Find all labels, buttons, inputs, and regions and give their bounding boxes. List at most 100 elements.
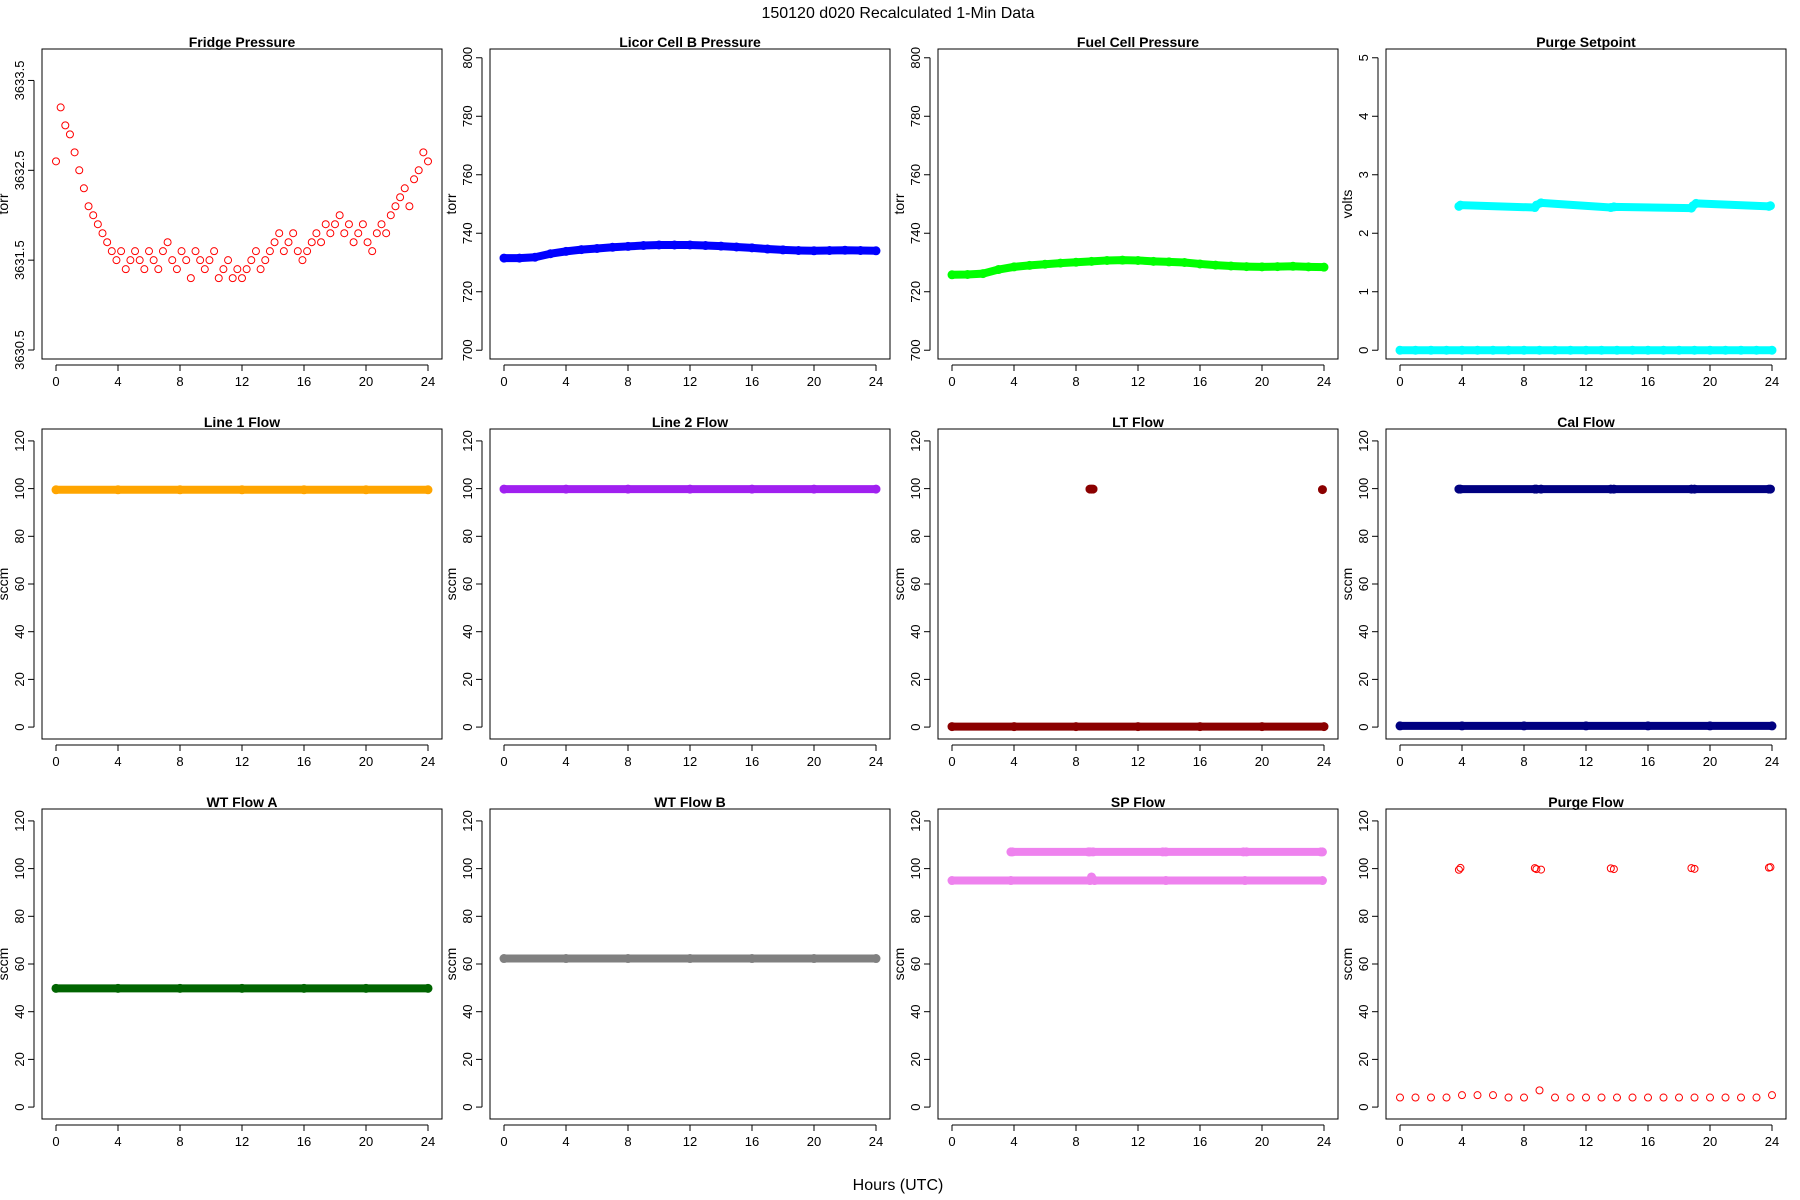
data-point bbox=[1609, 865, 1618, 874]
x-tick-label: 16 bbox=[745, 1134, 759, 1149]
y-tick-label: 80 bbox=[1356, 909, 1371, 923]
y-tick-label: 0 bbox=[1356, 347, 1371, 354]
data-point bbox=[1582, 1093, 1590, 1102]
y-tick-label: 60 bbox=[1356, 957, 1371, 971]
plot-frame bbox=[1385, 808, 1787, 1120]
data-point bbox=[52, 157, 60, 166]
data-point bbox=[65, 130, 74, 139]
x-tick-label: 8 bbox=[1520, 754, 1527, 769]
y-tick-label: 20 bbox=[908, 672, 923, 686]
y-axis-label: torr bbox=[891, 193, 907, 214]
y-tick-label: 60 bbox=[460, 957, 475, 971]
data-point bbox=[145, 247, 153, 256]
y-tick-label: 60 bbox=[12, 957, 27, 971]
data-point bbox=[1504, 1093, 1513, 1102]
y-tick-label: 120 bbox=[908, 810, 923, 832]
x-tick-label: 8 bbox=[1520, 1134, 1527, 1149]
plot-frame bbox=[489, 48, 891, 360]
y-tick-label: 720 bbox=[460, 281, 475, 303]
y-tick-label: 0 bbox=[460, 1103, 475, 1110]
y-tick-label: 760 bbox=[908, 164, 923, 186]
x-tick-label: 24 bbox=[1317, 1134, 1331, 1149]
y-tick-label: 60 bbox=[12, 577, 27, 591]
data-point bbox=[1597, 1093, 1606, 1102]
x-tick-label: 24 bbox=[869, 1134, 883, 1149]
y-tick-label: 120 bbox=[12, 810, 27, 832]
y-tick-label: 20 bbox=[1356, 1052, 1371, 1066]
x-tick-label: 20 bbox=[359, 1134, 373, 1149]
data-series bbox=[1395, 484, 1777, 731]
y-tick-label: 80 bbox=[1356, 529, 1371, 543]
x-tick-label: 12 bbox=[235, 374, 249, 389]
x-tick-label: 8 bbox=[1072, 1134, 1079, 1149]
data-point bbox=[219, 265, 228, 274]
x-tick-label: 4 bbox=[562, 374, 569, 389]
data-point bbox=[293, 247, 302, 256]
y-tick-label: 760 bbox=[460, 164, 475, 186]
y-tick-label: 0 bbox=[1356, 723, 1371, 730]
y-tick-label: 80 bbox=[908, 909, 923, 923]
y-axis-label: sccm bbox=[443, 948, 459, 981]
x-tick-label: 24 bbox=[421, 374, 435, 389]
data-line bbox=[500, 240, 880, 263]
y-tick-label: 80 bbox=[460, 529, 475, 543]
y-tick-label: 720 bbox=[908, 281, 923, 303]
x-tick-label: 8 bbox=[176, 754, 183, 769]
data-point bbox=[117, 247, 126, 256]
x-tick-label: 24 bbox=[869, 754, 883, 769]
panel-fridge-pressure: Fridge Pressure 0 4 8 12 16 20 24 3630.5 3631.5 36… bbox=[0, 34, 443, 389]
y-axis-label: sccm bbox=[1339, 568, 1355, 601]
data-point bbox=[1706, 1093, 1714, 1102]
plot-frame bbox=[41, 808, 443, 1120]
data-point bbox=[1456, 863, 1465, 872]
data-point bbox=[251, 247, 260, 256]
panel-purge-flow: Purge Flow 0 4 8 12 16 20 24 0 20 40 60 80 100 120 sccm bbox=[1339, 794, 1787, 1149]
data-point bbox=[284, 238, 293, 247]
data-line bbox=[948, 256, 1328, 279]
x-tick-label: 0 bbox=[1396, 1134, 1403, 1149]
data-point bbox=[56, 103, 65, 112]
data-point bbox=[1768, 1091, 1776, 1100]
y-tick-label: 740 bbox=[908, 222, 923, 244]
data-point bbox=[154, 265, 163, 274]
data-point bbox=[382, 229, 391, 238]
y-axis-label: sccm bbox=[0, 568, 11, 601]
panel-licor-cell-b-pressure: Licor Cell B Pressure 0 4 8 12 16 20 24 700 720 74… bbox=[443, 34, 891, 389]
y-tick-label: 20 bbox=[1356, 672, 1371, 686]
data-point bbox=[372, 229, 381, 238]
x-tick-label: 8 bbox=[624, 754, 631, 769]
y-tick-label: 100 bbox=[1356, 858, 1371, 880]
y-axis-label: volts bbox=[1339, 190, 1355, 219]
x-tick-label: 12 bbox=[1131, 754, 1145, 769]
data-point bbox=[335, 211, 344, 220]
x-tick-label: 16 bbox=[1641, 1134, 1655, 1149]
data-point bbox=[298, 256, 307, 265]
panel-title: Line 2 Flow bbox=[652, 414, 728, 430]
x-tick-label: 12 bbox=[1579, 754, 1593, 769]
x-tick-label: 20 bbox=[807, 754, 821, 769]
x-tick-label: 16 bbox=[745, 374, 759, 389]
x-tick-label: 20 bbox=[1703, 1134, 1717, 1149]
x-tick-label: 0 bbox=[52, 754, 59, 769]
data-point bbox=[354, 229, 363, 238]
y-axis-label: torr bbox=[0, 193, 11, 214]
y-tick-label: 800 bbox=[460, 47, 475, 69]
data-point bbox=[61, 121, 70, 130]
data-point bbox=[261, 256, 270, 265]
x-tick-label: 24 bbox=[421, 754, 435, 769]
data-point bbox=[1411, 1093, 1420, 1102]
data-point bbox=[1442, 1093, 1451, 1102]
x-tick-label: 16 bbox=[1641, 374, 1655, 389]
y-tick-label: 4 bbox=[1356, 113, 1371, 120]
y-tick-label: 20 bbox=[12, 672, 27, 686]
y-axis-label: sccm bbox=[1339, 948, 1355, 981]
panel-wt-flow-a: WT Flow A 0 4 8 12 16 20 24 0 20 40 60 80 100 120 sccm bbox=[0, 794, 443, 1149]
x-tick-label: 24 bbox=[1317, 754, 1331, 769]
x-tick-label: 16 bbox=[297, 754, 311, 769]
data-point bbox=[265, 247, 274, 256]
y-tick-label: 700 bbox=[460, 339, 475, 361]
data-point bbox=[275, 229, 284, 238]
y-tick-label: 740 bbox=[460, 222, 475, 244]
